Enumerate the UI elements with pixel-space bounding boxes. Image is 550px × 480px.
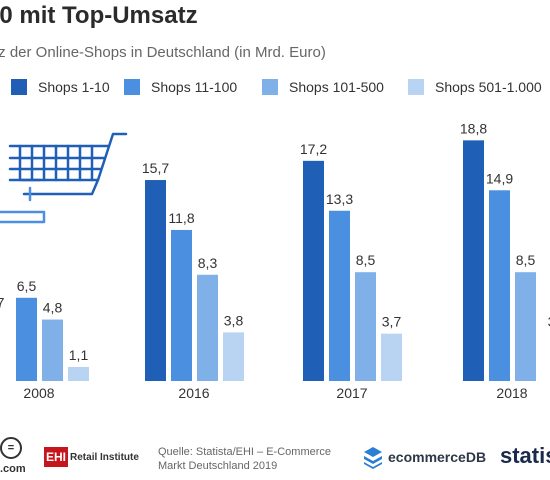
bar-2008-series-4 bbox=[68, 366, 89, 381]
value-label: 8,5 bbox=[516, 252, 536, 268]
ecommercedb-logo-icon bbox=[364, 447, 382, 469]
ecommercedb-logo-text: ecommerceDB bbox=[388, 449, 487, 465]
value-label: 17,2 bbox=[300, 141, 327, 157]
legend-swatch-shops-101-500 bbox=[262, 79, 278, 95]
value-label: 3,8 bbox=[224, 312, 244, 328]
bar-2018-series-2 bbox=[489, 190, 510, 381]
bar-2017-series-4 bbox=[381, 333, 402, 381]
ecommercedb-logo[interactable]: ecommerceDB bbox=[362, 445, 486, 469]
legend-label: Shops 11-100 bbox=[151, 79, 238, 95]
x-tick-label: 2017 bbox=[336, 385, 367, 401]
ehi-logo-text: Retail Institute bbox=[70, 451, 139, 463]
value-label: 8,3 bbox=[198, 255, 218, 271]
value-label: 6,5 bbox=[17, 278, 37, 294]
source-line-2: Markt Deutschland 2019 bbox=[158, 460, 278, 472]
bar-2017-series-3 bbox=[355, 272, 376, 381]
value-label: 8,5 bbox=[356, 252, 376, 268]
bar-2018-series-3 bbox=[515, 272, 536, 381]
source-line-1: Quelle: Statista/EHI – E-Commerce bbox=[158, 446, 332, 458]
legend-swatch-shops-11-100 bbox=[124, 79, 140, 95]
ehi-logo-mark: EHI bbox=[44, 447, 69, 467]
bar-chart: 7 6,5 4,8 1,1 15,7 11,8 8,3 3,8 17,2 13,3 8,5 3,7 18… bbox=[0, 120, 550, 401]
x-tick-label: 2016 bbox=[178, 385, 209, 401]
x-axis: 2008 2016 2017 2018 bbox=[23, 385, 527, 401]
legend-swatch-shops-1-10 bbox=[11, 79, 27, 95]
chart-title: 10 mit Top-Umsatz bbox=[0, 2, 198, 29]
bar-2017-series-1 bbox=[303, 160, 324, 381]
legend-swatch-shops-501-1000 bbox=[408, 79, 424, 95]
footer: = .com EHI Retail Institute Quelle: Stat… bbox=[0, 425, 550, 480]
legend-item-shops-1-10: Shops 1-10 bbox=[11, 73, 110, 101]
bar-2018-series-1 bbox=[463, 140, 484, 381]
legend-item-shops-11-100: Shops 11-100 bbox=[124, 73, 237, 101]
value-label: 13,3 bbox=[326, 191, 353, 207]
creative-commons-icon: = bbox=[0, 437, 22, 459]
x-tick-label: 2008 bbox=[23, 385, 54, 401]
value-label: 3,7 bbox=[382, 314, 402, 330]
legend-label: Shops 101-500 bbox=[289, 79, 384, 95]
bar-2008-series-3 bbox=[42, 319, 63, 381]
cc-license: = bbox=[0, 437, 22, 459]
value-label: 15,7 bbox=[142, 160, 169, 176]
value-label: 4,8 bbox=[43, 300, 63, 316]
bar-2016-series-3 bbox=[197, 274, 218, 381]
ehi-logo[interactable]: EHI Retail Institute bbox=[44, 447, 139, 467]
bar-2016-series-1 bbox=[145, 180, 166, 381]
value-label: 18,8 bbox=[460, 120, 487, 136]
legend-label: Shops 1-10 bbox=[38, 79, 110, 95]
source-note: Quelle: Statista/EHI – E-Commerce Markt … bbox=[158, 445, 331, 473]
value-label: 3 bbox=[548, 314, 550, 330]
statista-url-fragment[interactable]: .com bbox=[0, 459, 26, 477]
domain-fragment: .com bbox=[0, 463, 26, 475]
bar-2016-series-2 bbox=[171, 229, 192, 381]
bar-2017-series-2 bbox=[329, 210, 350, 381]
shopping-cart-icon bbox=[0, 132, 128, 224]
legend-label: Shops 501-1.000 bbox=[435, 79, 542, 95]
value-label: 1,1 bbox=[69, 347, 89, 363]
legend-item-shops-101-500: Shops 101-500 bbox=[262, 73, 384, 101]
statista-logo[interactable]: statis bbox=[500, 443, 550, 469]
bars-layer bbox=[16, 140, 536, 381]
statista-logo-text: statis bbox=[500, 443, 550, 468]
x-tick-label: 2018 bbox=[496, 385, 527, 401]
chart-legend: Shops 1-10 Shops 11-100 Shops 101-500 Sh… bbox=[0, 73, 550, 101]
value-labels-layer: 7 6,5 4,8 1,1 15,7 11,8 8,3 3,8 17,2 13,3 8,5 3,7 18… bbox=[0, 120, 550, 363]
chart-subtitle: tz der Online-Shops in Deutschland (in M… bbox=[0, 44, 326, 61]
value-label: 7 bbox=[0, 294, 5, 310]
value-label: 14,9 bbox=[486, 170, 513, 186]
value-label: 11,8 bbox=[168, 210, 194, 226]
bar-2008-series-2 bbox=[16, 297, 37, 381]
legend-item-shops-501-1000: Shops 501-1.000 bbox=[408, 73, 542, 101]
bar-2016-series-4 bbox=[223, 332, 244, 381]
